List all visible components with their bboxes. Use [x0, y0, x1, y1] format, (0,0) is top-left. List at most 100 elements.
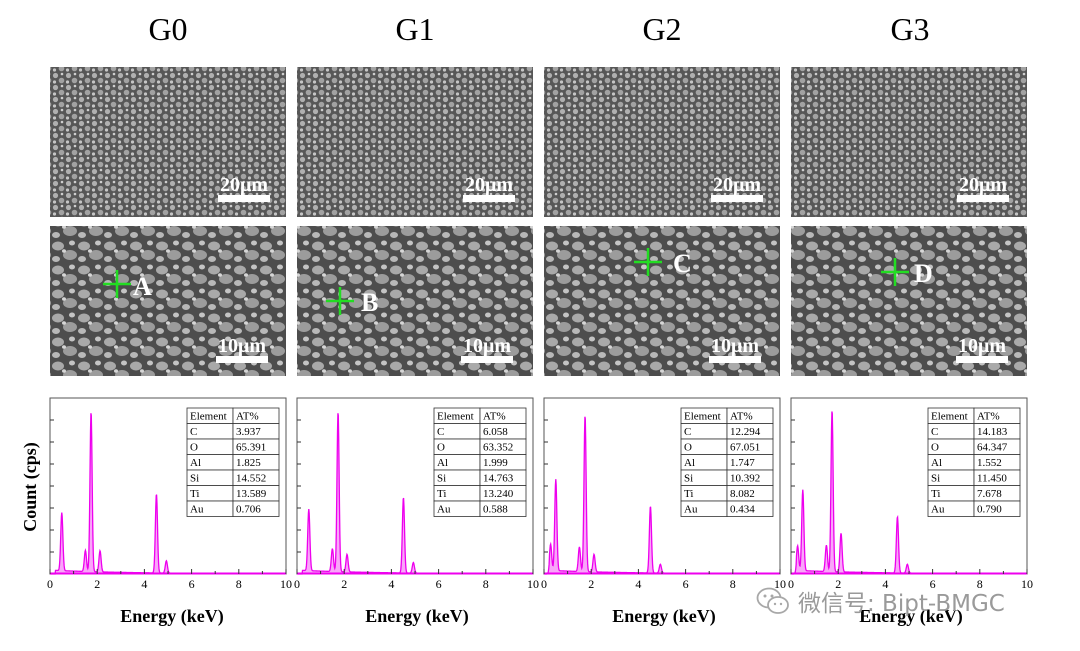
scale-bar-label: 10μm [711, 335, 759, 357]
eds-chart-g3: 0 2 4 6 8 10 Element AT% C 14.183 O 64.347 Al 1.552 Si… [788, 397, 1033, 591]
scale-bar [709, 356, 761, 363]
table-element: Au [684, 504, 698, 516]
x-tick-label: 0 [294, 577, 300, 591]
eds-chart-g2: 0 2 4 6 8 10 Element AT% C 12.294 O 67.051 Al 1.747 Si… [541, 397, 786, 591]
table-cell [479, 500, 527, 517]
table-value: 1.747 [730, 457, 755, 469]
table-element: O [931, 442, 939, 454]
x-tick-label: 2 [588, 577, 594, 591]
scale-bar-label: 20μm [465, 174, 513, 196]
scale-bar-label: 10μm [218, 335, 266, 357]
table-element: C [190, 426, 197, 438]
scale-bar [711, 195, 763, 202]
table-value: 65.391 [236, 442, 266, 454]
table-value: 11.450 [977, 473, 1007, 485]
table-value: 0.588 [483, 504, 508, 516]
table-element: Al [931, 457, 942, 469]
table-header-value: AT% [236, 411, 259, 423]
table-element: C [931, 426, 938, 438]
table-element: Au [437, 504, 451, 516]
y-axis-title: Count (cps) [20, 442, 41, 532]
table-element: Al [190, 457, 201, 469]
table-header-value: AT% [483, 411, 506, 423]
watermark: 微信号: Bipt-BMGC [756, 583, 1056, 619]
table-element: Au [931, 504, 945, 516]
x-tick-label: 0 [788, 577, 794, 591]
table-value: 67.051 [730, 442, 760, 454]
table-value: 13.589 [236, 488, 267, 500]
table-header-element: Element [190, 411, 227, 423]
table-cell [973, 500, 1021, 517]
composition-table: Element AT% C 14.183 O 64.347 Al 1.552 Si 11.450 T… [927, 407, 1021, 517]
x-tick-label: 8 [236, 577, 242, 591]
table-header-element: Element [931, 411, 968, 423]
point-label: C [673, 249, 692, 278]
x-tick-label: 8 [730, 577, 736, 591]
table-element: C [684, 426, 691, 438]
table-value: 0.706 [236, 504, 261, 516]
group-title-g1: G1 [395, 11, 434, 47]
table-element: Ti [931, 488, 940, 500]
point-label: B [361, 288, 378, 317]
table-header-element: Element [437, 411, 474, 423]
point-label: D [914, 259, 933, 288]
table-value: 8.082 [730, 488, 755, 500]
x-tick-label: 2 [341, 577, 347, 591]
wechat-icon [756, 587, 789, 614]
x-tick-label: 0 [541, 577, 547, 591]
table-element: C [437, 426, 444, 438]
table-cell [726, 500, 774, 517]
x-tick-label: 4 [388, 577, 394, 591]
scale-bar [956, 356, 1008, 363]
table-cell [232, 500, 280, 517]
table-element: Si [931, 473, 940, 485]
sem-image-bottom-g0: 10μm A [50, 226, 286, 376]
eds-chart-g0: 0 2 4 6 8 10 Element AT% C 3.937 O 65.391 Al 1.825 Si 1… [47, 397, 292, 591]
table-value: 14.552 [236, 473, 266, 485]
table-value: 13.240 [483, 488, 514, 500]
table-element: Si [684, 473, 693, 485]
table-element: Ti [437, 488, 446, 500]
eds-spectra: 0 2 4 6 8 10 Element AT% C 3.937 O 65.391 Al 1.825 Si 1… [47, 397, 1033, 591]
x-tick-label: 10 [774, 577, 786, 591]
table-element: Si [437, 473, 446, 485]
table-element: O [684, 442, 692, 454]
x-axis-title-g1: Energy (keV) [365, 606, 468, 627]
crosshair-icon [326, 287, 354, 315]
crosshair-icon [634, 248, 662, 276]
x-tick-label: 4 [141, 577, 147, 591]
crosshair-icon [881, 258, 909, 286]
x-tick-label: 2 [94, 577, 100, 591]
table-header-value: AT% [977, 411, 1000, 423]
x-tick-label: 6 [436, 577, 442, 591]
scale-bar-label: 10μm [463, 335, 511, 357]
x-tick-label: 8 [483, 577, 489, 591]
x-axis-title-g2: Energy (keV) [612, 606, 715, 627]
sem-image-top-g2: 20μm [544, 67, 780, 217]
sem-image-top-g0: 20μm [50, 67, 286, 217]
sem-image-bottom-g1: 10μm B [297, 226, 533, 376]
table-header-value: AT% [730, 411, 753, 423]
scale-bar [218, 195, 270, 202]
table-value: 0.790 [977, 504, 1002, 516]
x-tick-label: 0 [47, 577, 53, 591]
sem-image-bottom-g3: 10μm D [791, 226, 1027, 376]
x-tick-label: 10 [1021, 577, 1033, 591]
composition-table: Element AT% C 6.058 O 63.352 Al 1.999 Si 14.763 Ti… [433, 407, 527, 517]
x-tick-label: 6 [930, 577, 936, 591]
scale-bar-label: 20μm [713, 174, 761, 196]
group-title-g3: G3 [890, 11, 929, 47]
eds-chart-g1: 0 2 4 6 8 10 Element AT% C 6.058 O 63.352 Al 1.999 Si 1… [294, 397, 539, 591]
group-title-g2: G2 [642, 11, 681, 47]
x-tick-label: 6 [189, 577, 195, 591]
table-element: Ti [190, 488, 199, 500]
table-element: Ti [684, 488, 693, 500]
table-value: 10.392 [730, 473, 760, 485]
x-axis-title-g3: Energy (keV) [859, 606, 962, 627]
scale-bar-label: 10μm [958, 335, 1006, 357]
table-element: Al [684, 457, 695, 469]
x-tick-label: 4 [635, 577, 641, 591]
table-element: Au [190, 504, 204, 516]
